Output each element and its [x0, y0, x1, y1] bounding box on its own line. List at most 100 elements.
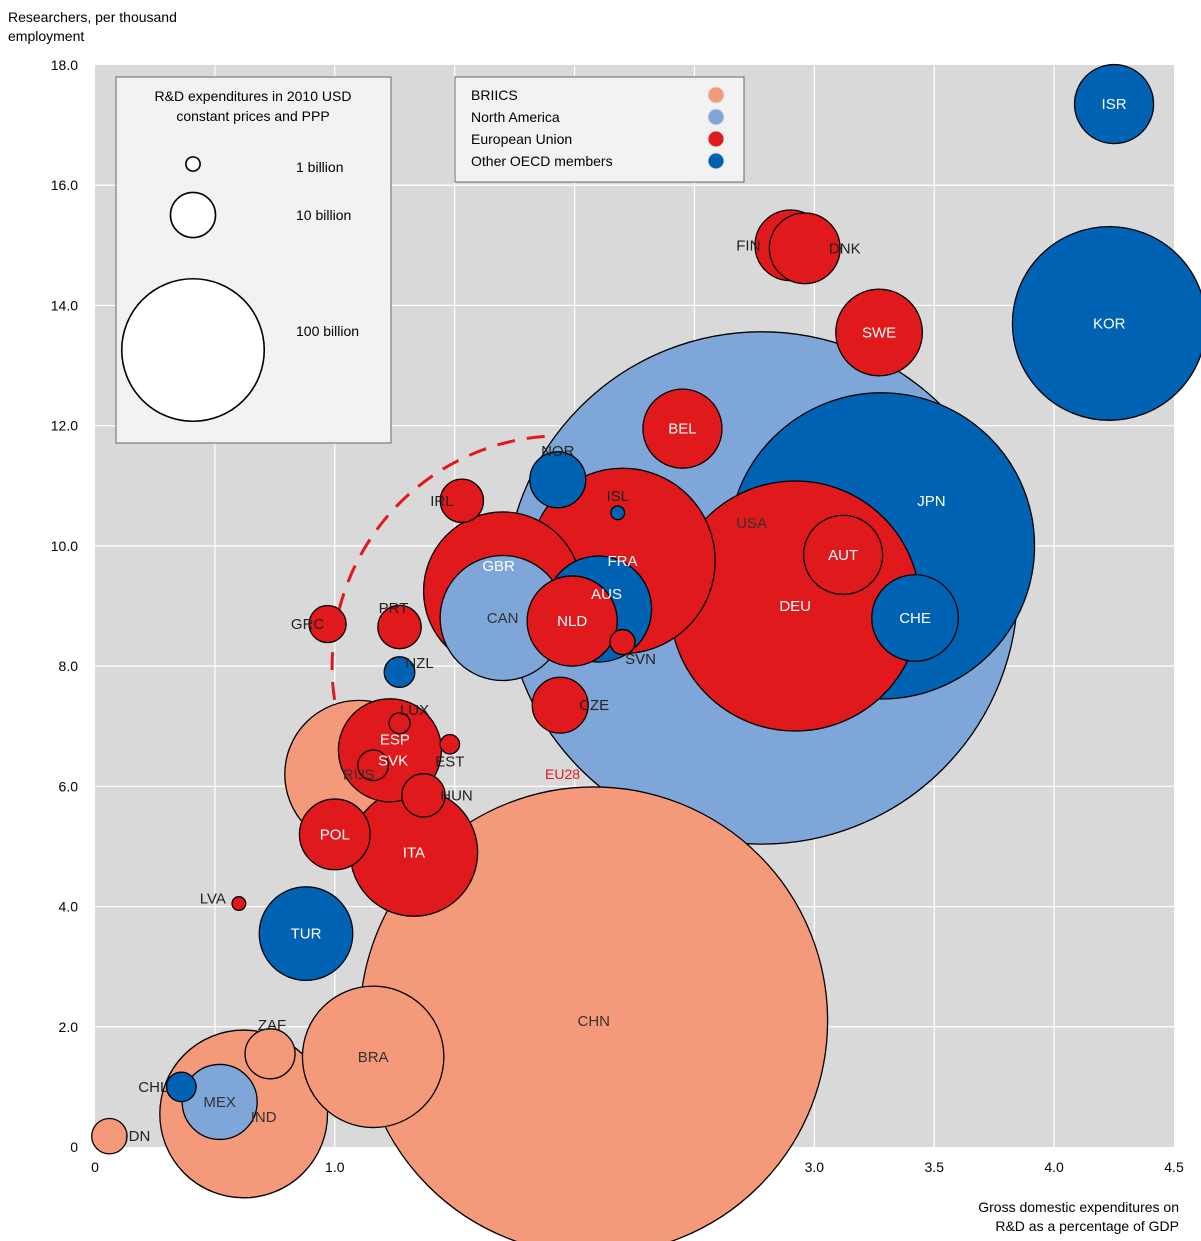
- bubble-tur: [258, 886, 354, 982]
- bubble-label-lux: LUX: [400, 702, 429, 719]
- y-tick-label: 0: [70, 1139, 78, 1155]
- bubble-che: [871, 574, 959, 662]
- bubble-label-bel: BEL: [668, 421, 696, 438]
- color-legend-label: Other OECD members: [471, 153, 613, 169]
- bubble-isr: [1073, 63, 1155, 145]
- color-legend-swatch: [707, 152, 725, 170]
- bubble-lva: [231, 896, 247, 912]
- y-tick-label: 16.0: [51, 177, 78, 193]
- bubble-label-hun: HUN: [440, 787, 473, 804]
- y-tick-label: 10.0: [51, 538, 78, 554]
- size-legend-circle: [120, 277, 266, 423]
- y-tick-label: 8.0: [59, 658, 79, 674]
- bubble-pol: [298, 798, 371, 871]
- size-legend-label: 10 billion: [296, 207, 351, 223]
- bubble-nor: [529, 451, 587, 509]
- color-legend-label: European Union: [471, 131, 572, 147]
- bubble-label-esp: ESP: [380, 731, 410, 748]
- bubble-label-can: CAN: [487, 610, 519, 627]
- bubble-idn: [91, 1117, 128, 1155]
- bubble-label-ind: IND: [251, 1109, 277, 1126]
- bubble-nld: [526, 575, 618, 667]
- bubble-cze: [531, 676, 589, 734]
- bubble-label-isl: ISL: [606, 488, 629, 505]
- bubble-label-nzl: NZL: [405, 655, 433, 672]
- size-legend-title: constant prices and PPP: [176, 108, 329, 124]
- bubble-label-dnk: DNK: [829, 240, 861, 257]
- bubble-label-deu: DEU: [779, 598, 811, 615]
- bubble-label-bra: BRA: [358, 1049, 389, 1066]
- bubble-label-jpn: JPN: [917, 493, 945, 510]
- color-legend-box: [454, 76, 745, 183]
- bubble-label-irl: IRL: [430, 493, 453, 510]
- bubble-label-idn: IDN: [124, 1128, 150, 1145]
- bubble-label-aut: AUT: [828, 547, 858, 564]
- bubble-chl: [165, 1071, 197, 1103]
- bubble-svn: [609, 628, 636, 656]
- bubble-label-lva: LVA: [200, 891, 226, 908]
- x-tick-label: 4.0: [1044, 1159, 1064, 1175]
- bubble-svk: [357, 749, 390, 782]
- color-legend-swatch: [707, 130, 725, 148]
- bubble-label-ita: ITA: [403, 844, 425, 861]
- bubble-label-gbr: GBR: [482, 558, 515, 575]
- bubble-label-fin: FIN: [736, 237, 760, 254]
- y-tick-label: 14.0: [51, 297, 78, 313]
- y-tick-label: 2.0: [59, 1019, 79, 1035]
- color-legend-label: BRIICS: [471, 87, 518, 103]
- y-tick-label: 6.0: [59, 778, 79, 794]
- bubble-label-isr: ISR: [1102, 96, 1127, 113]
- color-legend-swatch: [707, 108, 725, 126]
- x-tick-label: 4.5: [1164, 1159, 1184, 1175]
- y-axis-title: Researchers, per thousand employment: [8, 9, 177, 44]
- bubble-label-est: EST: [435, 753, 464, 770]
- x-axis-title: Gross domestic expenditures on R&D as a …: [978, 1199, 1179, 1234]
- bubble-label-grc: GRC: [291, 616, 325, 633]
- bubbles: [91, 63, 1201, 1241]
- bubble-label-nor: NOR: [541, 443, 575, 460]
- bubble-kor: [1011, 226, 1201, 421]
- x-tick-label: 3.0: [805, 1159, 825, 1175]
- color-legend: BRIICS North America European Union Other O…: [454, 76, 745, 183]
- bubble-label-chl: CHL: [138, 1079, 168, 1096]
- bubble-label-pol: POL: [320, 826, 350, 843]
- bubble-lux: [388, 712, 411, 735]
- bubble-label-rus: RUS: [343, 766, 375, 783]
- bubble-hun: [401, 773, 446, 818]
- bubble-swe: [835, 288, 924, 377]
- bubble-label-kor: KOR: [1093, 315, 1126, 332]
- bubble-dnk: [768, 212, 841, 285]
- bubble-label-mex: MEX: [203, 1094, 236, 1111]
- y-tick-label: 12.0: [51, 418, 78, 434]
- size-legend: R&D expenditures in 2010 USD constant pri…: [115, 76, 392, 444]
- size-legend-label: 100 billion: [296, 323, 359, 339]
- bubble-label-svk: SVK: [378, 752, 408, 769]
- color-legend-swatch: [707, 86, 725, 104]
- bubble-label-prt: PRT: [379, 600, 409, 617]
- size-legend-title: R&D expenditures in 2010 USD: [155, 88, 352, 104]
- bubble-label-aus: AUS: [591, 586, 622, 603]
- size-legend-circle: [169, 191, 217, 239]
- bubble-grc: [308, 604, 347, 644]
- bubble-est: [439, 733, 461, 755]
- bubble-nzl: [383, 656, 416, 689]
- bubble-label-chn: CHN: [577, 1013, 610, 1030]
- x-tick-label: 0: [91, 1159, 99, 1175]
- bubble-label-nld: NLD: [557, 613, 587, 630]
- x-tick-label: 1.0: [325, 1159, 345, 1175]
- bubble-bra: [301, 985, 445, 1129]
- bubble-label-svn: SVN: [625, 651, 656, 668]
- y-tick-label: 4.0: [59, 899, 79, 915]
- bubble-zaf: [244, 1028, 296, 1080]
- bubble-isl: [610, 505, 626, 521]
- eu28-label: EU28: [545, 766, 580, 782]
- bubble-label-usa: USA: [736, 515, 767, 532]
- size-legend-circle: [185, 156, 201, 172]
- y-tick-label: 18.0: [51, 57, 78, 73]
- bubble-aut: [802, 514, 884, 596]
- bubble-label-cze: CZE: [579, 697, 609, 714]
- bubble-label-swe: SWE: [862, 324, 896, 341]
- x-tick-label: 3.5: [924, 1159, 944, 1175]
